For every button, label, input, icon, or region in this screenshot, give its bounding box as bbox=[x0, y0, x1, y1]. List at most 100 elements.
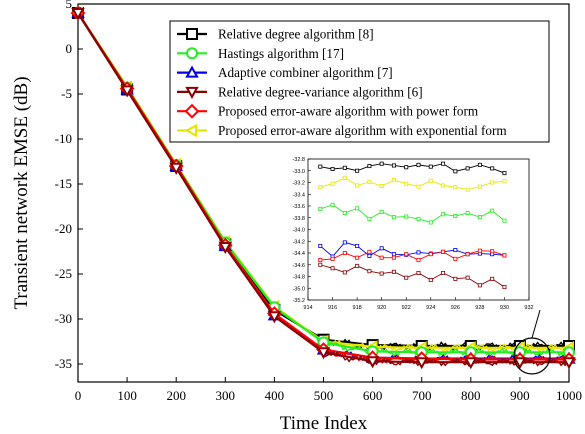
inset-data-point bbox=[391, 255, 396, 260]
inset-data-point bbox=[428, 178, 433, 183]
inset-data-point bbox=[502, 179, 507, 184]
inset-data-point bbox=[330, 266, 335, 271]
y-tick-label: -5 bbox=[61, 86, 72, 101]
legend: Relative degree algorithm [8] Hastings a… bbox=[169, 20, 550, 143]
y-axis-title: Transient network EMSE (dB) bbox=[11, 76, 32, 309]
data-point bbox=[513, 357, 527, 370]
legend-label: Proposed error-aware algorithm with powe… bbox=[218, 104, 479, 119]
inset-x-tick-label: 932 bbox=[524, 305, 533, 311]
inset-plot: 914 916 918 920 922 924 926 928 930 932 -32.8 -33.0… bbox=[292, 157, 533, 311]
inset-data-point bbox=[318, 206, 323, 211]
inset-data-point bbox=[453, 248, 458, 253]
inset-data-point bbox=[367, 249, 372, 254]
legend-marker bbox=[186, 28, 198, 40]
inset-data-point bbox=[428, 252, 433, 257]
inset-data-point bbox=[355, 243, 360, 248]
inset-data-point bbox=[453, 169, 458, 174]
data-point bbox=[464, 357, 478, 370]
x-tick-label: 100 bbox=[117, 388, 137, 403]
legend-marker bbox=[185, 65, 199, 78]
legend-marker bbox=[186, 47, 198, 60]
inset-data-point bbox=[318, 258, 323, 263]
inset-x-tick-label: 922 bbox=[402, 305, 411, 311]
inset-series-2 bbox=[318, 202, 507, 225]
inset-data-point bbox=[490, 249, 495, 254]
inset-data-point bbox=[342, 175, 347, 180]
series-noise bbox=[323, 339, 570, 353]
inset-data-point bbox=[330, 202, 335, 207]
inset-y-tick-label: -33.8 bbox=[292, 216, 305, 222]
inset-data-point bbox=[502, 285, 507, 290]
x-tick-label: 600 bbox=[363, 388, 383, 403]
inset-data-point bbox=[428, 220, 433, 225]
inset-data-point bbox=[477, 248, 482, 253]
inset-data-point bbox=[391, 215, 396, 220]
inset-y-tick-label: -32.8 bbox=[292, 157, 305, 163]
inset-data-point bbox=[318, 185, 323, 190]
y-tick-label: 5 bbox=[66, 0, 73, 11]
inset-data-point bbox=[379, 209, 384, 214]
inset-data-point bbox=[416, 270, 421, 275]
inset-data-point bbox=[391, 252, 396, 257]
inset-data-point bbox=[404, 275, 409, 280]
x-tick-label: 800 bbox=[461, 388, 481, 403]
zoom-connector-line bbox=[531, 309, 541, 339]
inset-y-tick-label: -33.6 bbox=[292, 204, 305, 210]
inset-data-point bbox=[441, 249, 446, 254]
inset-y-tick-label: -34.2 bbox=[292, 239, 305, 245]
inset-data-point bbox=[502, 218, 507, 223]
data-point bbox=[316, 347, 331, 360]
inset-data-point bbox=[330, 256, 335, 261]
inset-series-line bbox=[320, 204, 505, 223]
x-tick-label: 500 bbox=[314, 388, 334, 403]
data-point bbox=[218, 242, 232, 255]
legend-marker bbox=[184, 123, 197, 138]
inset-series-line bbox=[320, 264, 505, 288]
data-point bbox=[365, 356, 380, 369]
inset-x-tick-label: 914 bbox=[303, 305, 312, 311]
data-point bbox=[415, 357, 429, 370]
x-tick-label: 900 bbox=[510, 388, 530, 403]
inset-data-point bbox=[391, 163, 396, 168]
inset-series-line bbox=[319, 241, 505, 258]
inset-x-tick-label: 918 bbox=[353, 305, 362, 311]
inset-series-line bbox=[320, 177, 505, 191]
inset-data-point bbox=[367, 253, 372, 258]
inset-data-point bbox=[428, 164, 433, 169]
inset-data-point bbox=[379, 271, 384, 276]
inset-data-point bbox=[342, 250, 347, 255]
inset-data-point bbox=[379, 161, 384, 166]
inset-data-point bbox=[490, 180, 495, 185]
inset-data-point bbox=[441, 270, 446, 275]
inset-series-line bbox=[320, 163, 505, 174]
inset-series-4 bbox=[318, 248, 507, 263]
inset-data-point bbox=[367, 216, 372, 221]
inset-data-point bbox=[441, 212, 446, 217]
data-point bbox=[71, 8, 85, 21]
inset-x-tick-label: 920 bbox=[377, 305, 386, 311]
inset-data-point bbox=[465, 166, 470, 171]
data-point bbox=[169, 162, 183, 175]
legend-marker bbox=[185, 86, 199, 99]
inset-data-point bbox=[318, 164, 323, 169]
inset-data-point bbox=[465, 187, 470, 192]
inset-data-point bbox=[416, 216, 421, 221]
inset-data-point bbox=[490, 276, 495, 281]
inset-y-tick-label: -34.4 bbox=[292, 251, 305, 257]
x-tick-label: 0 bbox=[75, 388, 82, 403]
inset-y-tick-label: -33.4 bbox=[292, 192, 305, 198]
y-tick-label: -10 bbox=[55, 131, 72, 146]
inset-data-point bbox=[453, 213, 458, 218]
y-tick-label: -35 bbox=[55, 356, 72, 371]
inset-data-point bbox=[490, 208, 495, 213]
inset-y-tick-label: -33.0 bbox=[292, 169, 305, 175]
data-point bbox=[120, 85, 134, 98]
inset-data-point bbox=[465, 252, 470, 257]
inset-data-point bbox=[342, 211, 347, 216]
inset-series-0 bbox=[318, 161, 507, 176]
inset-data-point bbox=[502, 253, 507, 258]
legend-box bbox=[169, 20, 550, 143]
inset-data-point bbox=[391, 269, 396, 274]
x-axis-title: Time Index bbox=[280, 413, 368, 434]
